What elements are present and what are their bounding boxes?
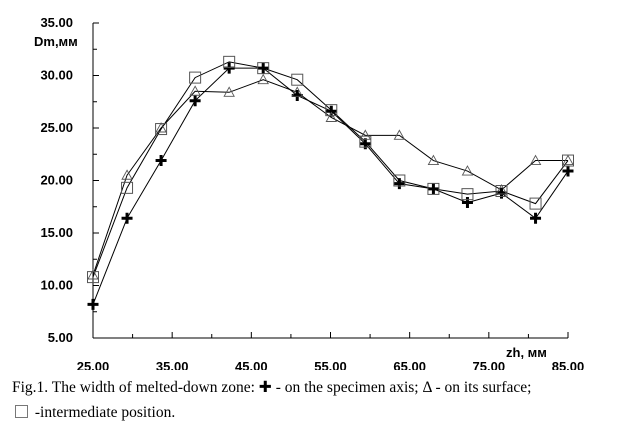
plus-point <box>325 105 337 117</box>
square-point <box>87 271 99 284</box>
plus-series-line <box>92 67 569 305</box>
x-tick-label: 45.00 <box>235 359 268 370</box>
triangle-point <box>121 169 133 180</box>
triangle-point <box>291 86 304 97</box>
square-point <box>529 197 542 210</box>
plus-point <box>427 183 439 195</box>
x-tick-label: 75.00 <box>473 359 506 370</box>
triangle-point <box>562 154 574 165</box>
square-marker-icon <box>15 405 28 418</box>
y-axis-label: Dm,мм <box>34 34 78 49</box>
square-point <box>291 73 304 86</box>
chart: 5.00 10.00 15.00 20.00 25.00 30.00 35.00 25.00 3… <box>34 15 584 370</box>
square-point <box>427 182 440 195</box>
plus-point <box>461 197 473 209</box>
square-series-line <box>92 61 569 278</box>
caption-prefix: Fig.1. The width of melted-down zone: <box>12 379 259 396</box>
square-point <box>121 181 134 194</box>
plus-point <box>562 165 574 177</box>
axes <box>92 22 569 339</box>
triangle-point <box>427 154 440 165</box>
x-tick-label: 35.00 <box>156 359 189 370</box>
square-point <box>189 71 202 84</box>
plus-point <box>530 212 542 224</box>
y-tick-label: 30.00 <box>40 68 73 83</box>
triangle-point <box>257 73 269 85</box>
plus-point <box>257 62 269 74</box>
x-tick-label: 55.00 <box>314 359 347 370</box>
square-point <box>155 123 168 136</box>
plus-point <box>223 62 235 74</box>
caption-mid: - on the specimen axis; <box>271 379 423 396</box>
square-point <box>223 55 236 68</box>
triangle-point <box>87 269 99 280</box>
square-point <box>359 135 372 148</box>
caption-line-1: Fig.1. The width of melted-down zone: ✚ … <box>12 375 612 400</box>
y-tick-label: 20.00 <box>40 173 73 188</box>
labels: 5.00 10.00 15.00 20.00 25.00 30.00 35.00 25.00 3… <box>34 15 584 370</box>
triangle-point <box>325 111 338 122</box>
triangle-series-line <box>92 79 568 276</box>
caption-line-2: -intermediate position. <box>12 400 612 425</box>
y-tick-label: 35.00 <box>40 15 73 30</box>
square-point <box>461 188 474 201</box>
x-tick-label: 65.00 <box>393 359 426 370</box>
x-tick-label: 85.00 <box>552 359 585 370</box>
caption-suffix: - on its surface; <box>431 379 532 396</box>
plus-point <box>189 95 201 107</box>
plus-point <box>87 298 99 310</box>
triangle-point <box>461 165 474 176</box>
square-point <box>495 185 508 197</box>
y-tick-label: 15.00 <box>40 225 73 240</box>
square-point <box>325 104 338 117</box>
x-tick-label: 25.00 <box>77 359 110 370</box>
series-layer <box>87 55 574 310</box>
plus-point <box>121 212 133 224</box>
triangle-point <box>393 129 406 140</box>
triangle-point <box>189 85 201 96</box>
figure-caption: Fig.1. The width of melted-down zone: ✚ … <box>12 375 612 425</box>
triangle-point <box>155 122 167 133</box>
y-tick-label: 5.00 <box>48 330 73 345</box>
square-point <box>562 154 574 167</box>
triangle-point <box>529 154 542 165</box>
plus-marker-icon: ✚ <box>258 378 272 396</box>
square-point <box>257 62 270 75</box>
plus-point <box>155 155 167 167</box>
delta-marker-icon: Δ <box>422 379 432 396</box>
triangle-point <box>223 86 235 97</box>
y-tick-label: 25.00 <box>40 120 73 135</box>
square-point <box>393 174 406 187</box>
plus-point <box>291 89 303 101</box>
x-axis-label: zh, мм <box>506 345 547 360</box>
triangle-point <box>495 184 508 195</box>
y-tick-label: 10.00 <box>40 278 73 293</box>
caption-line2-text: -intermediate position. <box>31 404 176 421</box>
plus-point <box>393 178 405 190</box>
triangle-point <box>359 129 372 140</box>
